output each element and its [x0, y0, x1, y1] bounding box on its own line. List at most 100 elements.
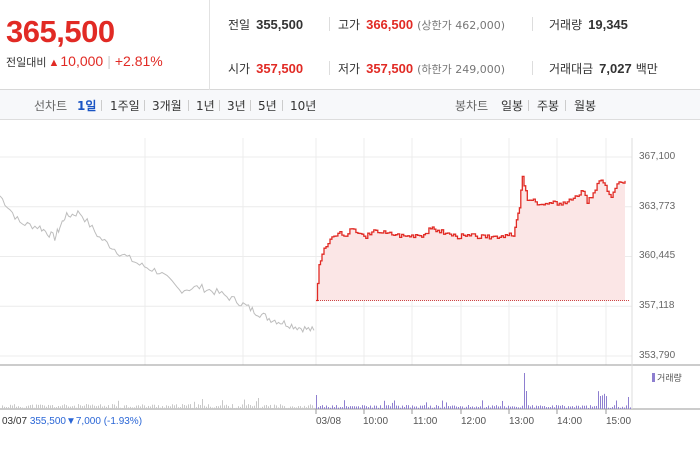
- prev-volume-bar: [80, 405, 81, 409]
- period-1y[interactable]: 1년: [196, 99, 215, 113]
- prev-volume-bar: [70, 406, 71, 409]
- period-5y[interactable]: 5년: [258, 99, 277, 113]
- prev-volume-bar: [90, 405, 91, 409]
- prev-volume-bar: [116, 406, 117, 409]
- volume-bar: [488, 405, 489, 409]
- prev-volume-bar: [24, 407, 25, 409]
- volume-bar: [364, 405, 365, 409]
- chart-canvas[interactable]: [0, 120, 700, 450]
- stat-value: 357,500: [256, 61, 304, 76]
- prev-day-path: [0, 195, 315, 334]
- volume-bar: [628, 397, 629, 409]
- volume-bar: [578, 405, 579, 409]
- volume-bar: [464, 407, 465, 409]
- prev-volume-bar: [302, 407, 303, 409]
- prev-volume-bar: [234, 407, 235, 409]
- volume-bar: [462, 406, 463, 409]
- prev-volume-bar: [78, 404, 79, 409]
- prev-volume-bar: [36, 404, 37, 409]
- volume-bar: [554, 407, 555, 409]
- volume-bar: [454, 405, 455, 409]
- prev-volume-bar: [50, 405, 51, 409]
- prev-volume-bar: [62, 405, 63, 409]
- volume-bar: [362, 405, 363, 409]
- volume-bar: [354, 406, 355, 409]
- volume-bar: [336, 405, 337, 409]
- prev-volume-bar: [296, 407, 297, 409]
- volume-bar: [482, 400, 483, 409]
- prev-percent: (-1.93%): [103, 416, 143, 427]
- prev-volume-bar: [314, 407, 315, 409]
- stat-label: 거래대금: [549, 62, 594, 76]
- prev-volume-bar: [200, 405, 201, 409]
- divider: [528, 100, 529, 111]
- prev-volume-bar: [114, 404, 115, 409]
- prev-volume-bar: [108, 405, 109, 409]
- candle-monthly[interactable]: 월봉: [574, 99, 597, 113]
- prev-volume-bar: [298, 406, 299, 409]
- prev-volume-bar: [230, 407, 231, 409]
- prev-volume-bar: [134, 407, 135, 409]
- prev-volume-bar: [206, 406, 207, 409]
- prev-volume-bar: [256, 401, 257, 409]
- price-chart[interactable]: 367,100 363,773 360,445 357,118 353,790 …: [0, 120, 700, 450]
- price-line: [316, 175, 626, 302]
- prev-volume-bar: [88, 404, 89, 409]
- stat-value: 366,500: [366, 17, 414, 32]
- prev-volume-bar: [58, 405, 59, 409]
- prev-volume-bar: [244, 399, 245, 409]
- volume-bar: [324, 407, 325, 409]
- prev-volume-bar: [56, 407, 57, 409]
- period-1w[interactable]: 1주일: [110, 99, 140, 113]
- stat-label: 거래량: [549, 18, 583, 32]
- volume-bar: [596, 405, 597, 409]
- volume-bar: [436, 405, 437, 409]
- candle-daily[interactable]: 일봉: [501, 99, 524, 113]
- prev-volume-bar: [20, 406, 21, 409]
- prev-volume-bar: [268, 406, 269, 409]
- volume-bar: [606, 396, 607, 409]
- prev-volume-bar: [210, 406, 211, 409]
- prev-volume-bar: [274, 404, 275, 409]
- volume-bar: [572, 406, 573, 409]
- prev-volume-bar: [148, 405, 149, 409]
- volume-bar: [394, 400, 395, 409]
- period-10y[interactable]: 10년: [290, 99, 317, 113]
- volume-bar: [368, 407, 369, 409]
- volume-bar: [570, 406, 571, 409]
- prev-volume-bar: [130, 406, 131, 409]
- period-3m[interactable]: 3개월: [152, 99, 182, 113]
- prev-volume-bar: [248, 404, 249, 409]
- prev-volume-bar: [140, 406, 141, 409]
- volume-bar: [536, 405, 537, 409]
- volume-bar: [370, 405, 371, 409]
- prev-volume-bar: [284, 406, 285, 409]
- volume-bar: [468, 405, 469, 409]
- prev-volume-bar: [4, 406, 5, 409]
- prev-volume-bar: [242, 404, 243, 409]
- volume-bar: [514, 406, 515, 409]
- volume-bar: [602, 395, 603, 409]
- prev-volume-bar: [48, 404, 49, 409]
- divider: [565, 100, 566, 111]
- y-tick-label: 367,100: [639, 151, 676, 162]
- volume-bar: [622, 406, 623, 409]
- prev-volume-bar: [156, 407, 157, 409]
- stat-trade-value: 거래대금 7,027 백만: [549, 60, 658, 77]
- prev-volume-bar: [110, 407, 111, 409]
- period-3y[interactable]: 3년: [227, 99, 246, 113]
- prev-volume-bar: [262, 406, 263, 409]
- prev-volume-bar: [16, 406, 17, 409]
- prev-volume-bar: [194, 401, 195, 409]
- prev-volume-bar: [238, 406, 239, 409]
- volume-bar: [458, 406, 459, 409]
- prev-volume-bar: [290, 406, 291, 409]
- volume-bar: [476, 406, 477, 409]
- prev-volume-bar: [142, 404, 143, 409]
- candle-weekly[interactable]: 주봉: [537, 99, 560, 113]
- down-arrow-icon: ▼: [65, 416, 76, 427]
- period-1d[interactable]: 1일: [77, 99, 97, 113]
- prev-volume-bar: [30, 405, 31, 409]
- volume-bar: [320, 406, 321, 409]
- volume-bar: [516, 406, 517, 409]
